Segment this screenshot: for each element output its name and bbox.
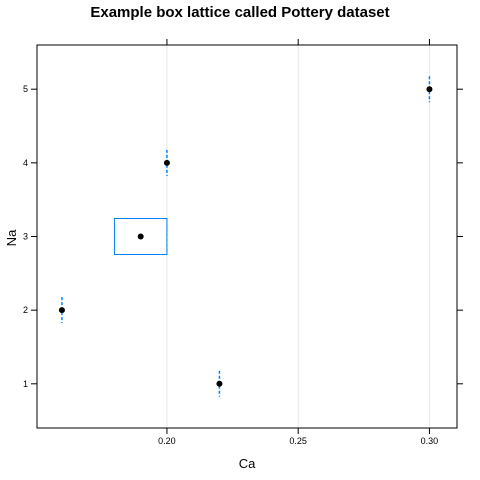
x-tick-label: 0.30 — [421, 436, 439, 446]
box-2 — [58, 297, 65, 324]
median-dot — [163, 159, 170, 166]
chart-title: Example box lattice called Pottery datas… — [90, 4, 389, 21]
box-4 — [163, 149, 170, 176]
y-tick-label: 4 — [23, 158, 28, 168]
median-dot — [137, 233, 144, 240]
grid-lines — [166, 45, 430, 428]
x-tick-label: 0.25 — [289, 436, 307, 446]
median-dot — [426, 86, 433, 93]
y-tick-label: 1 — [23, 379, 28, 389]
y-tick-label: 5 — [23, 84, 28, 94]
panel-frame — [36, 44, 458, 429]
median-dot — [216, 380, 223, 387]
axis-ticks: 0.20 0.25 0.30 1 2 3 4 5 — [23, 39, 463, 446]
boxes — [58, 76, 433, 397]
y-tick-label: 3 — [23, 232, 28, 242]
y-tick-label: 2 — [23, 305, 28, 315]
x-tick-label: 0.20 — [158, 436, 176, 446]
box-3 — [113, 218, 168, 255]
box-1 — [216, 370, 223, 397]
median-dot — [58, 307, 65, 314]
x-axis-label: Ca — [239, 456, 256, 471]
y-axis-label: Na — [4, 229, 19, 246]
box-5 — [426, 76, 433, 103]
